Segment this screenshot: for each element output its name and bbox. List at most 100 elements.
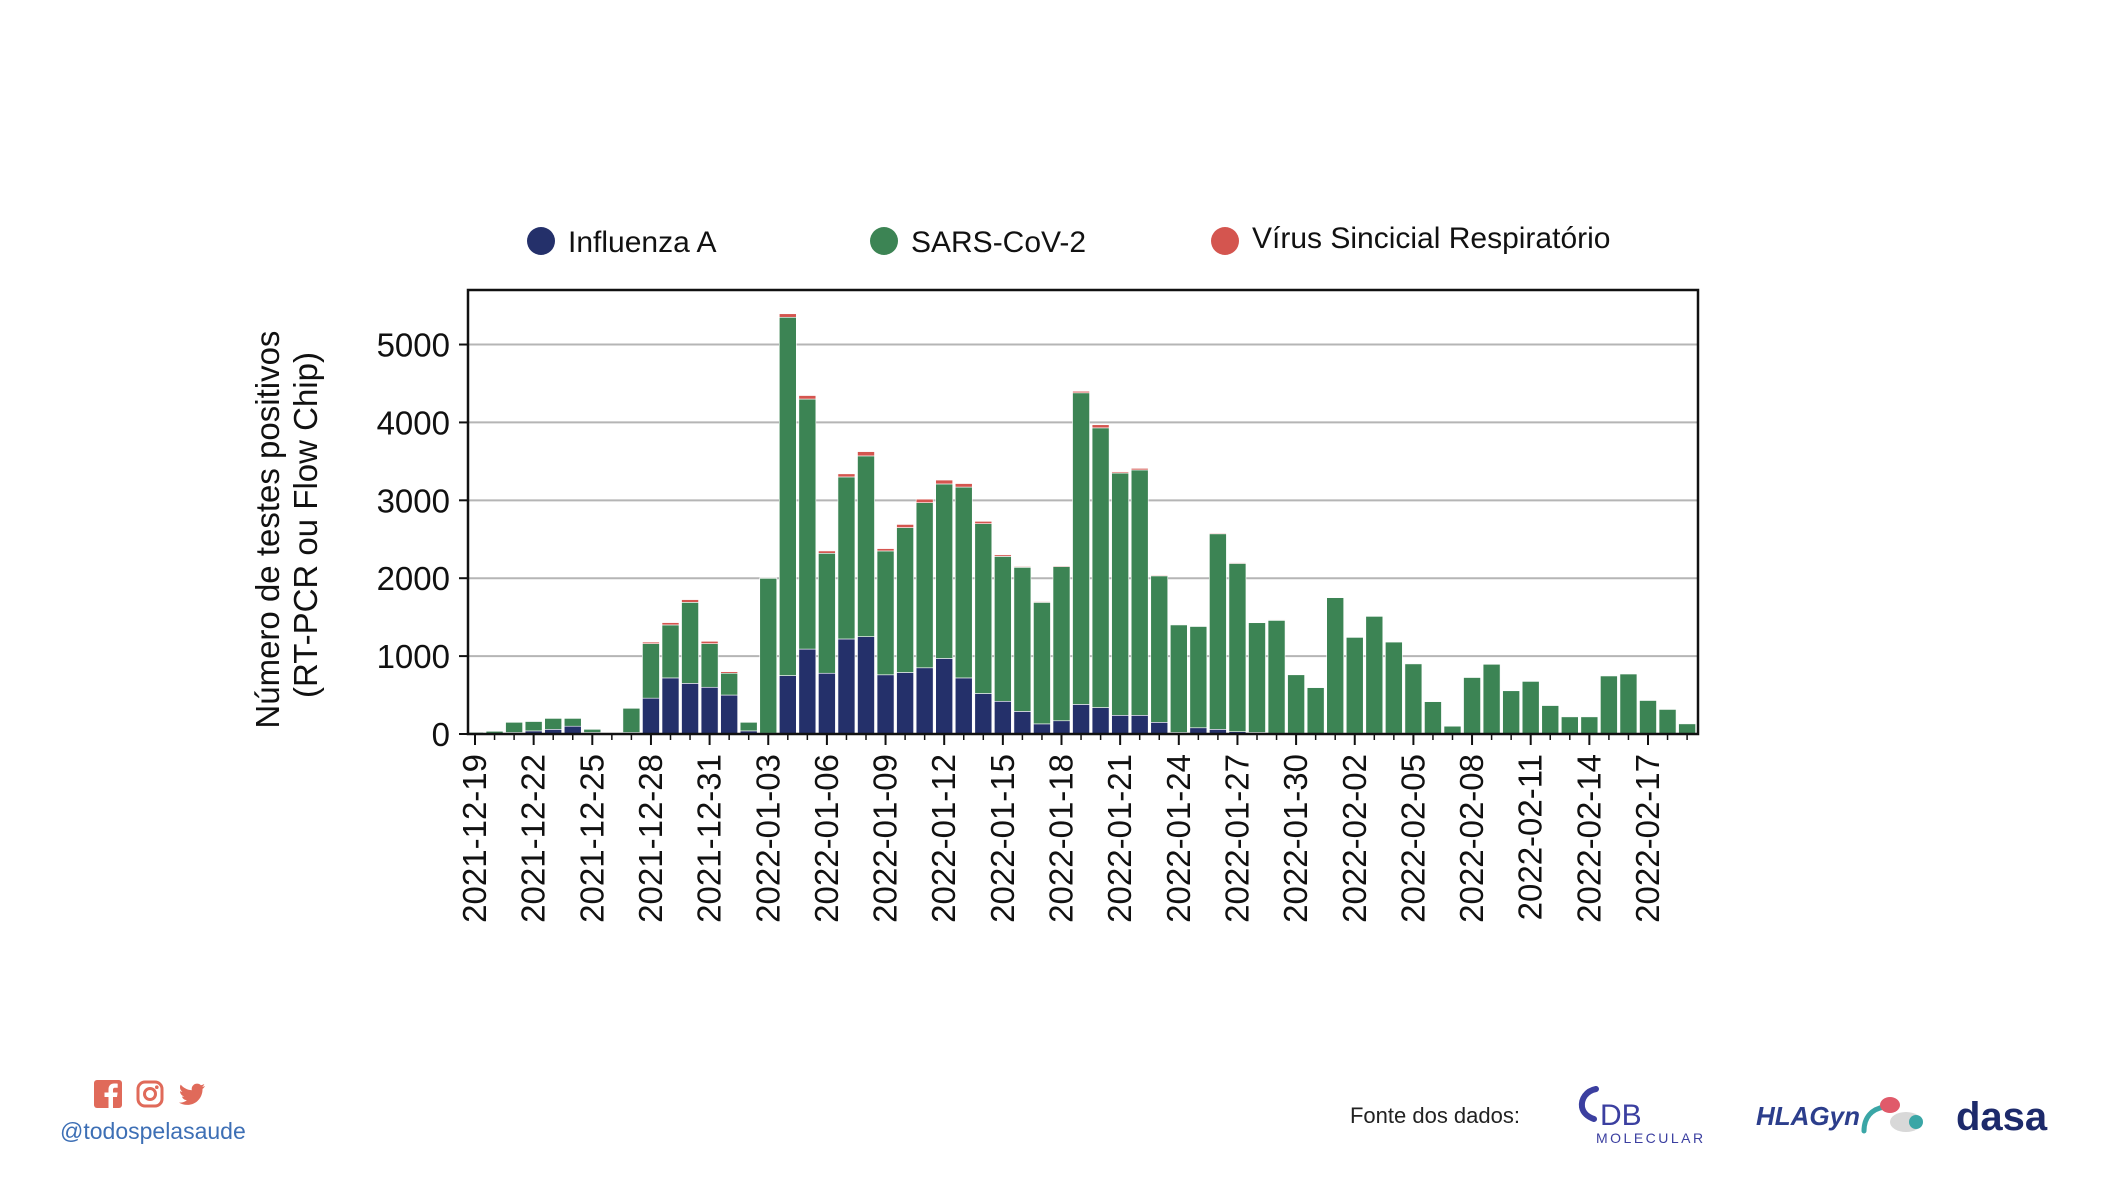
bar-segment-sars-cov-2 bbox=[1678, 723, 1696, 734]
bar-segment-sars-cov-2 bbox=[1326, 597, 1344, 734]
bar-segment-influenza-a bbox=[1013, 711, 1032, 735]
x-tick-label: 2022-01-30 bbox=[1277, 754, 1314, 923]
plot-frame bbox=[466, 288, 1700, 736]
bar-segment-sars-cov-2 bbox=[524, 721, 543, 732]
twitter-icon[interactable] bbox=[178, 1080, 206, 1108]
bar-segment-influenza-a bbox=[642, 697, 660, 735]
social-icons bbox=[60, 1080, 246, 1108]
bar-segment-sars-cov-2 bbox=[1072, 392, 1090, 705]
y-axis-label: Número de testes positivos (RT-PCR ou Fl… bbox=[249, 321, 324, 728]
bar-segment-sars-cov-2 bbox=[1424, 701, 1442, 734]
bar-segment-influenza-a bbox=[915, 667, 934, 735]
social-handle[interactable]: @todospelasaude bbox=[60, 1118, 246, 1144]
y-tick-label: 1000 bbox=[377, 638, 450, 675]
x-tick-label: 2021-12-28 bbox=[632, 754, 669, 923]
bar-segment-sars-cov-2 bbox=[935, 483, 954, 659]
bar-segment-sars-cov-2 bbox=[876, 550, 895, 676]
bar-segment-vsr bbox=[700, 641, 719, 644]
bar-segment-vsr bbox=[1052, 565, 1071, 567]
facebook-icon[interactable] bbox=[94, 1080, 122, 1108]
x-tick-label: 2021-12-19 bbox=[456, 754, 493, 923]
bar-segment-sars-cov-2 bbox=[1345, 637, 1364, 734]
bar-segment-sars-cov-2 bbox=[837, 476, 856, 640]
bar-segment-vsr bbox=[1072, 390, 1090, 394]
x-tick-label: 2021-12-31 bbox=[691, 754, 728, 923]
x-tick-label: 2022-01-15 bbox=[984, 754, 1021, 923]
bar-segment-sars-cov-2 bbox=[1052, 566, 1071, 722]
bar-segment-sars-cov-2 bbox=[1580, 716, 1599, 734]
bar-segment-sars-cov-2 bbox=[1306, 687, 1325, 734]
x-tick-label: 2022-01-24 bbox=[1160, 754, 1197, 923]
bar-segment-sars-cov-2 bbox=[622, 707, 641, 733]
bar-segment-sars-cov-2 bbox=[798, 398, 817, 650]
bar-segment-vsr bbox=[661, 622, 680, 626]
bar-segment-sars-cov-2 bbox=[1482, 663, 1501, 734]
legend-label-sars-cov-2: SARS-CoV-2 bbox=[911, 226, 1086, 259]
x-axis-ticks: 2021-12-19 2021-12-22 2021-12-25 2021-12-28… bbox=[456, 734, 1688, 923]
bar-segment-influenza-a bbox=[661, 677, 680, 735]
bar-segment-vsr bbox=[642, 641, 660, 644]
bar-segment-influenza-a bbox=[994, 700, 1012, 735]
bar-segment-sars-cov-2 bbox=[661, 624, 680, 679]
bar-segment-sars-cov-2 bbox=[700, 643, 719, 688]
bar-segment-sars-cov-2 bbox=[1404, 663, 1423, 734]
instagram-icon[interactable] bbox=[136, 1080, 164, 1108]
source-label: Fonte dos dados: bbox=[1349, 1103, 1520, 1128]
bar-segment-sars-cov-2 bbox=[1248, 622, 1266, 733]
bar-segment-sars-cov-2 bbox=[915, 502, 934, 669]
x-tick-label: 2021-12-25 bbox=[573, 754, 610, 923]
bar-segment-sars-cov-2 bbox=[1502, 690, 1520, 734]
x-tick-label: 2022-02-14 bbox=[1570, 754, 1607, 923]
bar-segment-sars-cov-2 bbox=[1287, 674, 1305, 734]
bar-segment-influenza-a bbox=[681, 683, 699, 735]
db-molecular-logo: DB MOLECULAR bbox=[1578, 1086, 1703, 1146]
x-tick-label: 2022-01-27 bbox=[1218, 754, 1255, 923]
bar-segment-influenza-a bbox=[1111, 715, 1129, 735]
bar-segment-vsr bbox=[1150, 574, 1169, 577]
legend-label-vsr: Vírus Sincicial Respiratório bbox=[1252, 222, 1610, 255]
bar-segment-sars-cov-2 bbox=[563, 718, 582, 727]
hlagyn-logo-text: HLAGyn bbox=[1756, 1101, 1860, 1131]
bar-segment-sars-cov-2 bbox=[1209, 533, 1227, 730]
bar-segment-influenza-a bbox=[954, 677, 973, 735]
bar-segment-sars-cov-2 bbox=[1443, 725, 1462, 734]
bar-segment-sars-cov-2 bbox=[759, 577, 778, 734]
bar-segment-sars-cov-2 bbox=[954, 486, 973, 679]
bar-segment-influenza-a bbox=[700, 686, 719, 735]
y-tick-label: 4000 bbox=[377, 404, 450, 441]
bar-segment-vsr bbox=[915, 498, 934, 503]
y-tick-label: 3000 bbox=[377, 482, 450, 519]
dasa-logo: dasa bbox=[1956, 1095, 2048, 1138]
bar-segment-sars-cov-2 bbox=[1091, 427, 1110, 708]
y-tick-label: 0 bbox=[432, 716, 450, 753]
bar-segment-influenza-a bbox=[818, 672, 836, 735]
bar-segment-sars-cov-2 bbox=[1189, 626, 1208, 729]
bar-segment-influenza-a bbox=[1130, 715, 1149, 735]
bar-segment-influenza-a bbox=[857, 636, 875, 735]
bar-segment-vsr bbox=[896, 524, 914, 528]
bar-segment-sars-cov-2 bbox=[1658, 709, 1677, 734]
bar-segment-vsr bbox=[1267, 619, 1286, 621]
bar-segment-sars-cov-2 bbox=[739, 722, 758, 732]
bar-segment-sars-cov-2 bbox=[1228, 563, 1247, 732]
bar-segment-influenza-a bbox=[778, 675, 797, 735]
hlagyn-logo: HLAGyn bbox=[1756, 1097, 1923, 1134]
bar-segment-vsr bbox=[1033, 601, 1051, 603]
bar-segment-sars-cov-2 bbox=[720, 672, 738, 696]
bar-segment-sars-cov-2 bbox=[583, 729, 602, 733]
bar-segment-influenza-a bbox=[1091, 707, 1110, 735]
bar-segment-sars-cov-2 bbox=[1600, 675, 1618, 734]
legend-marker-vsr bbox=[1211, 227, 1239, 255]
bar-segment-influenza-a bbox=[1150, 722, 1169, 735]
bar-segment-influenza-a bbox=[876, 674, 895, 735]
bar-segment-sars-cov-2 bbox=[1463, 677, 1481, 734]
bar-segment-vsr bbox=[778, 313, 797, 318]
legend-label-influenza-a: Influenza A bbox=[568, 226, 716, 259]
x-tick-label: 2022-01-03 bbox=[749, 754, 786, 923]
bar-segment-sars-cov-2 bbox=[1150, 575, 1169, 723]
bar-segment-sars-cov-2 bbox=[505, 722, 523, 733]
bar-segment-vsr bbox=[798, 395, 817, 400]
bar-segment-vsr bbox=[681, 599, 699, 603]
bar-segment-influenza-a bbox=[1072, 704, 1090, 735]
bar-segment-vsr bbox=[1130, 468, 1149, 471]
